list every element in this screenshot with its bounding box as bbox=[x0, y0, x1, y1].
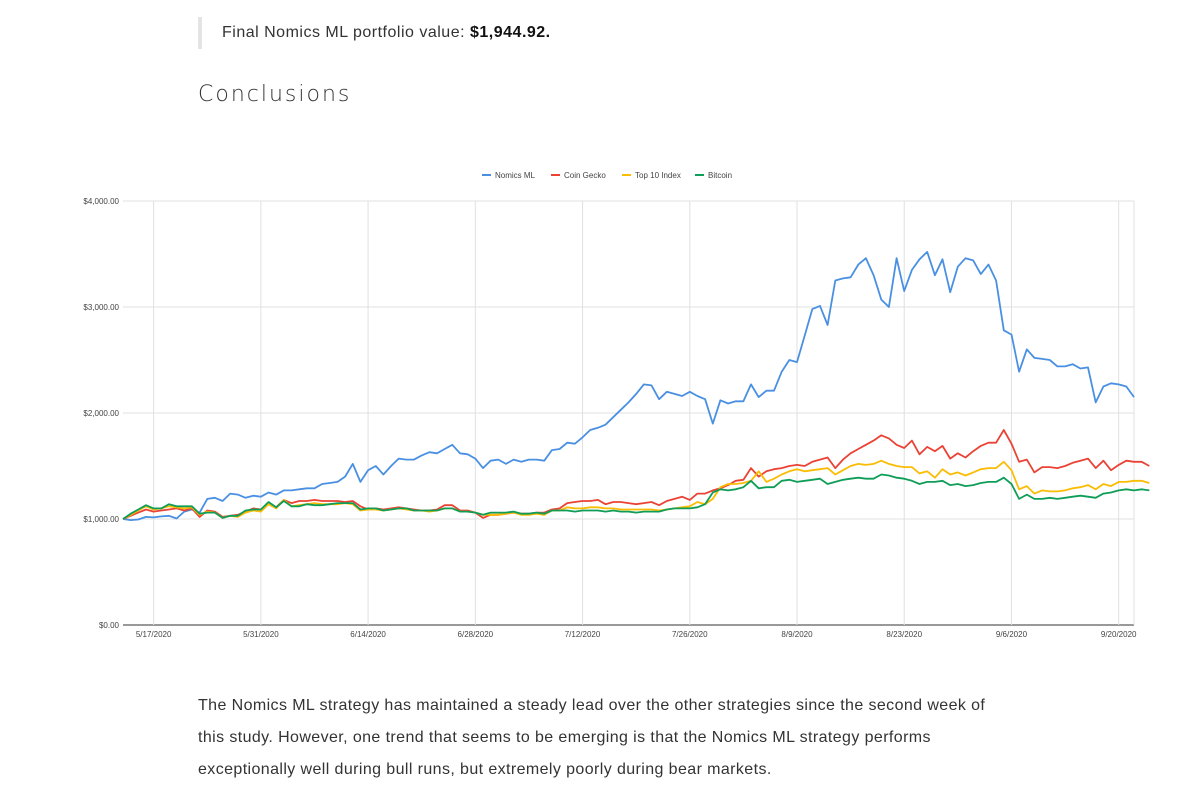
x-tick-label: 9/20/2020 bbox=[1101, 630, 1137, 639]
final-value-amount: $1,944.92. bbox=[470, 24, 551, 41]
series-line-coin-gecko bbox=[122, 429, 1150, 520]
x-tick-label: 5/31/2020 bbox=[243, 630, 279, 639]
x-tick-label: 7/12/2020 bbox=[565, 630, 601, 639]
y-tick-label: $4,000.00 bbox=[83, 197, 119, 206]
chart-series bbox=[122, 250, 1150, 521]
y-tick-label: $2,000.00 bbox=[83, 409, 119, 418]
chart-grid bbox=[123, 200, 1135, 626]
x-tick-label: 6/28/2020 bbox=[458, 630, 494, 639]
legend-label: Top 10 Index bbox=[635, 171, 681, 180]
x-tick-label: 7/26/2020 bbox=[672, 630, 708, 639]
legend-label: Coin Gecko bbox=[564, 171, 606, 180]
portfolio-line-chart: $0.00 $1,000.00 $2,000.00 $3,000.00 $4,000.0… bbox=[83, 171, 1150, 639]
final-value-quote: Final Nomics ML portfolio value: $1,944.… bbox=[198, 17, 551, 49]
x-tick-label: 6/14/2020 bbox=[350, 630, 386, 639]
chart-axes: $0.00 $1,000.00 $2,000.00 $3,000.00 $4,000.0… bbox=[83, 197, 1137, 639]
y-tick-label: $1,000.00 bbox=[83, 515, 119, 524]
x-tick-label: 9/6/2020 bbox=[996, 630, 1028, 639]
legend-label: Bitcoin bbox=[708, 171, 732, 180]
y-tick-label: $3,000.00 bbox=[83, 303, 119, 312]
legend-label: Nomics ML bbox=[495, 171, 536, 180]
conclusion-paragraph: The Nomics ML strategy has maintained a … bbox=[198, 697, 986, 778]
series-line-top-10-index bbox=[122, 459, 1150, 520]
y-tick-label: $0.00 bbox=[99, 621, 120, 630]
series-line-nomics-ml bbox=[122, 250, 1135, 521]
final-value-label: Final Nomics ML portfolio value: bbox=[222, 24, 466, 41]
x-tick-label: 5/17/2020 bbox=[136, 630, 172, 639]
x-tick-label: 8/23/2020 bbox=[886, 630, 922, 639]
series-line-bitcoin bbox=[122, 473, 1150, 520]
x-tick-label: 8/9/2020 bbox=[781, 630, 813, 639]
section-title: Conclusions bbox=[198, 82, 352, 107]
chart-legend: Nomics ML Coin Gecko Top 10 Index Bitcoin bbox=[482, 171, 732, 180]
